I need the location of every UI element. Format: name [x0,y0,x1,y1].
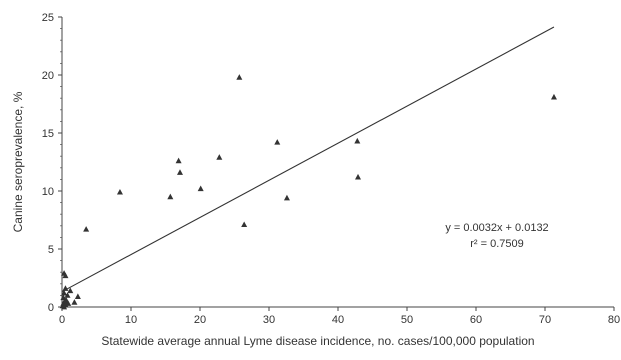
x-tick-label: 0 [59,314,65,326]
data-point [355,173,362,180]
x-tick-label: 80 [608,314,620,326]
data-point [74,293,81,299]
data-point [236,74,243,80]
trendline-r-squared: r² = 0.7509 [470,238,524,250]
data-point [241,221,248,228]
data-point [64,292,71,298]
x-tick-label: 30 [263,314,275,326]
data-point [216,154,223,160]
x-tick-label: 40 [332,314,344,326]
data-point [71,299,78,305]
data-point [65,300,72,306]
data-point [67,287,74,294]
data-point [63,296,70,303]
data-point [550,93,557,100]
y-axis-label: Canine seroprevalence, % [11,91,25,232]
y-tick-label: 5 [48,244,54,256]
data-point [61,289,68,296]
data-point [167,193,174,200]
x-tick-label: 70 [539,314,551,326]
trendline-equation: y = 0.0032x + 0.0132 [445,222,548,234]
y-tick-label: 10 [42,186,54,198]
y-tick-label: 0 [48,302,54,314]
x-axis-label: Statewide average annual Lyme disease in… [101,334,534,348]
data-points [59,74,557,310]
x-tick-label: 60 [470,314,482,326]
y-tick-label: 15 [42,128,54,140]
data-point [116,188,123,195]
data-point [354,137,361,144]
y-tick-label: 25 [42,12,54,24]
data-point [274,139,281,145]
data-point [176,169,183,175]
data-point [283,194,290,201]
y-axis-ticks: 0 5 10 15 20 25 [42,12,62,314]
x-axis-ticks: 0 10 20 30 40 50 60 70 80 [59,307,620,326]
data-point [60,294,67,301]
y-tick-label: 20 [42,70,54,82]
data-point [175,157,182,164]
data-point [62,285,69,291]
data-point [83,226,90,232]
x-tick-label: 10 [125,314,137,326]
trendline [61,26,555,293]
data-point [62,272,69,279]
x-tick-label: 50 [401,314,413,326]
x-tick-label: 20 [194,314,206,326]
data-point [197,185,204,192]
